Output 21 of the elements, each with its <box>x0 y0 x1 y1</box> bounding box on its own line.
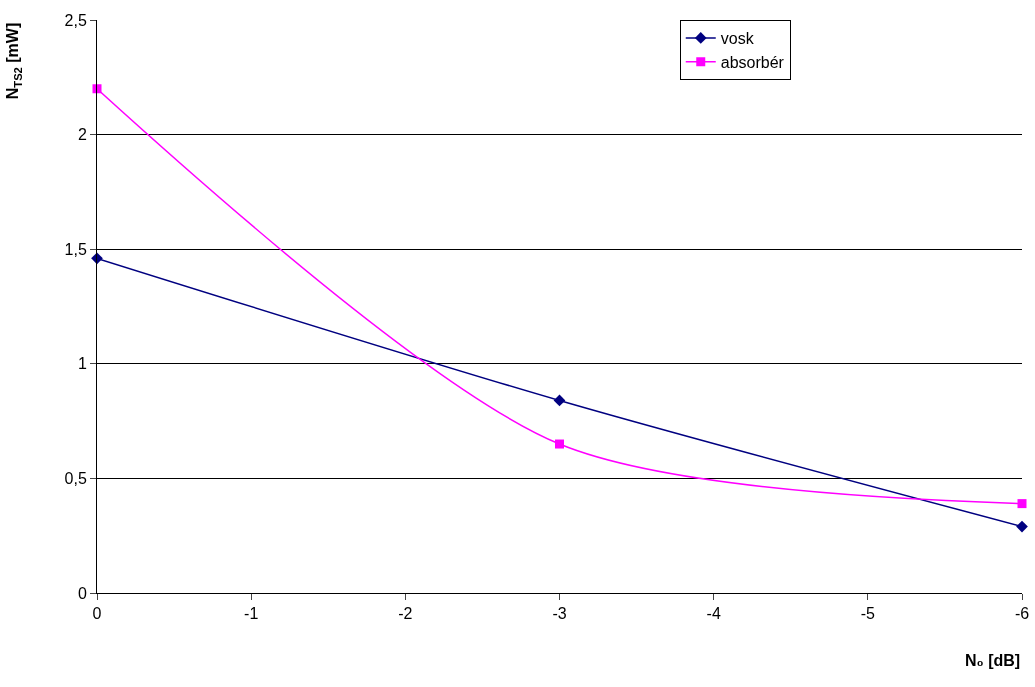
y-tick-label: 2,5 <box>64 11 87 29</box>
x-tick-label: -2 <box>398 605 413 623</box>
legend-label: absorbér <box>720 53 785 71</box>
x-tick-label: -1 <box>244 605 259 623</box>
x-tick-label: -5 <box>860 605 876 623</box>
x-tick-label: -4 <box>706 605 721 623</box>
y-tick-label: 0 <box>77 584 87 602</box>
y-tick-label: 0,5 <box>64 470 87 487</box>
x-tick-label: -3 <box>552 605 567 623</box>
y-tick-label: 1,5 <box>64 240 87 258</box>
point <box>1016 520 1028 533</box>
point <box>553 394 566 407</box>
x-axis-title: N₀ [dB] <box>965 652 1021 669</box>
legend-label: vosk <box>720 30 755 48</box>
point <box>1017 499 1027 509</box>
y-tick-label: 2 <box>77 126 87 144</box>
x-tick-label: -6 <box>1014 605 1030 623</box>
x-tick-label: 0 <box>92 605 102 623</box>
point <box>91 252 103 265</box>
y-tick-label: 1 <box>77 355 87 373</box>
point <box>555 439 564 449</box>
